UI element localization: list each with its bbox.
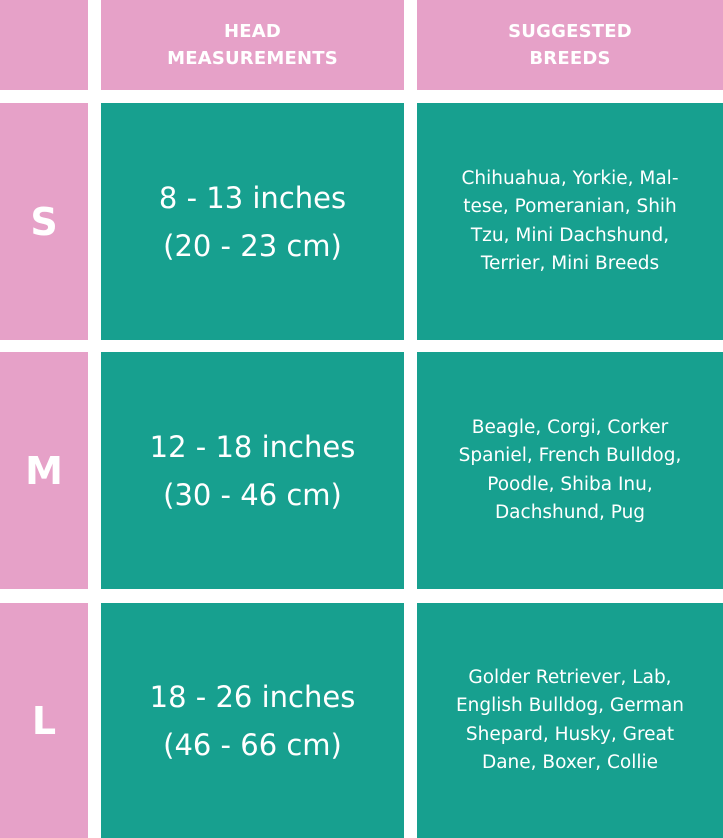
breeds-line: Golder Retriever, Lab, [468, 666, 672, 688]
breeds-line: Beagle, Corgi, Corker [471, 416, 669, 438]
breeds-line: Dachshund, Pug [494, 502, 646, 523]
header-suggested-breeds: SUGGESTED BREEDS [417, 0, 723, 90]
header-corner-cell [0, 0, 88, 90]
measurement-inches: 12 - 18 inches [149, 429, 356, 464]
breeds-cell-s: Chihuahua, Yorkie, Mal- tese, Pomeranian… [417, 103, 723, 340]
breeds-line: Tzu, Mini Dachshund, [470, 224, 670, 246]
breeds-line: Spaniel, French Bulldog, [458, 445, 682, 466]
measurement-cm: (20 - 23 cm) [163, 228, 342, 263]
measurement-cm: (30 - 46 cm) [163, 477, 342, 512]
breeds-line: Dane, Boxer, Collie [481, 752, 659, 773]
size-label-m: M [0, 352, 88, 589]
breeds-cell-m: Beagle, Corgi, Corker Spaniel, French Bu… [417, 352, 723, 589]
header-line: BREEDS [529, 48, 611, 69]
size-label-s: S [0, 103, 88, 340]
header-line: SUGGESTED [508, 21, 632, 42]
measurement-cell-m: 12 - 18 inches (30 - 46 cm) [101, 352, 404, 589]
breeds-line: Poodle, Shiba Inu, [487, 473, 653, 495]
measurement-cm: (46 - 66 cm) [163, 727, 342, 762]
measurement-inches: 18 - 26 inches [149, 679, 356, 714]
breeds-line: Terrier, Mini Breeds [480, 253, 660, 274]
breeds-line: English Bulldog, German [455, 695, 685, 716]
breeds-line: tese, Pomeranian, Shih [463, 196, 677, 217]
header-line: HEAD [223, 21, 282, 42]
measurement-cell-l: 18 - 26 inches (46 - 66 cm) [101, 603, 404, 838]
measurement-inches: 8 - 13 inches [158, 180, 347, 215]
breeds-line: Chihuahua, Yorkie, Mal- [461, 167, 679, 189]
breeds-cell-l: Golder Retriever, Lab, English Bulldog, … [417, 603, 723, 838]
breeds-line: Shepard, Husky, Great [465, 723, 675, 745]
size-label-l: L [0, 603, 88, 838]
header-head-measurements: HEAD MEASUREMENTS [101, 0, 404, 90]
header-line: MEASUREMENTS [167, 48, 338, 69]
measurement-cell-s: 8 - 13 inches (20 - 23 cm) [101, 103, 404, 340]
